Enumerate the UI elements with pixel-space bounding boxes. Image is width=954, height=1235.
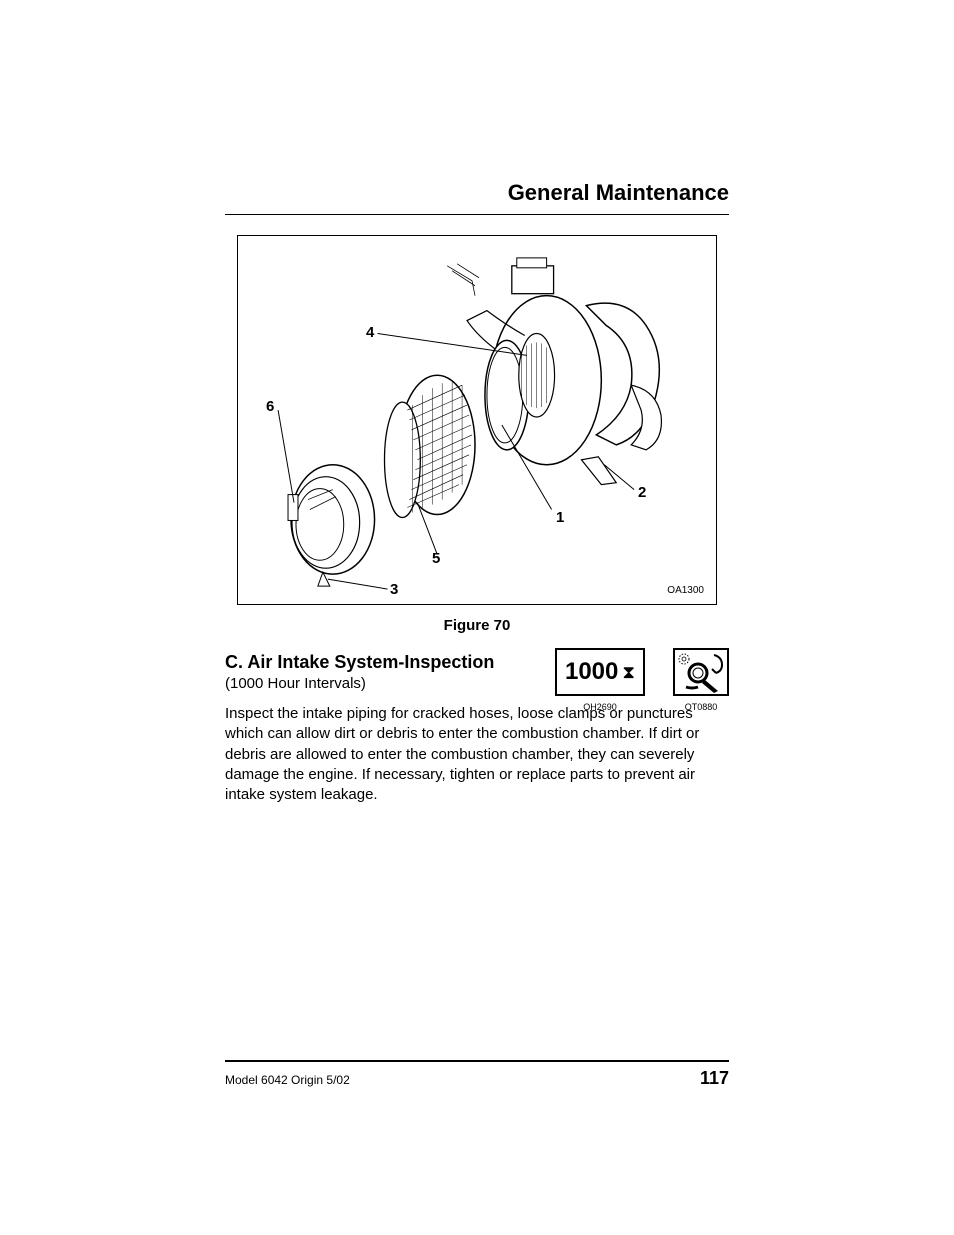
inspect-magnifier-icon — [676, 651, 726, 693]
callout-5: 5 — [432, 550, 440, 567]
inspect-icon-box: OT0880 — [673, 648, 729, 712]
air-intake-diagram — [238, 236, 716, 604]
hourglass-icon: ⧗ — [622, 662, 635, 683]
header-rule — [225, 214, 729, 215]
section-body: Inspect the intake piping for cracked ho… — [225, 704, 729, 805]
page-footer: Model 6042 Origin 5/02 117 — [225, 1060, 729, 1089]
callout-1: 1 — [556, 509, 564, 526]
figure-ref-code: OA1300 — [667, 585, 704, 596]
interval-value: 1000 — [565, 658, 618, 686]
page-header-title: General Maintenance — [225, 180, 729, 206]
callout-4: 4 — [366, 324, 374, 341]
footer-page-number: 117 — [700, 1068, 729, 1089]
footer-rule — [225, 1060, 729, 1062]
callout-6: 6 — [266, 398, 274, 415]
footer-model: Model 6042 Origin 5/02 — [225, 1073, 350, 1087]
figure-70-box: 4 6 1 2 5 3 OA1300 — [237, 235, 717, 605]
inspect-box — [673, 648, 729, 696]
figure-label: Figure 70 — [225, 617, 729, 634]
callout-3: 3 — [390, 581, 398, 598]
interval-ref: OH2690 — [583, 702, 617, 712]
callout-2: 2 — [638, 484, 646, 501]
maintenance-icons: 1000 ⧗ OH2690 OT0880 — [555, 648, 729, 712]
section-content: C. Air Intake System-Inspection (1000 Ho… — [225, 652, 729, 805]
interval-icon-box: 1000 ⧗ OH2690 — [555, 648, 645, 712]
inspect-ref: OT0880 — [685, 702, 718, 712]
interval-box: 1000 ⧗ — [555, 648, 645, 696]
